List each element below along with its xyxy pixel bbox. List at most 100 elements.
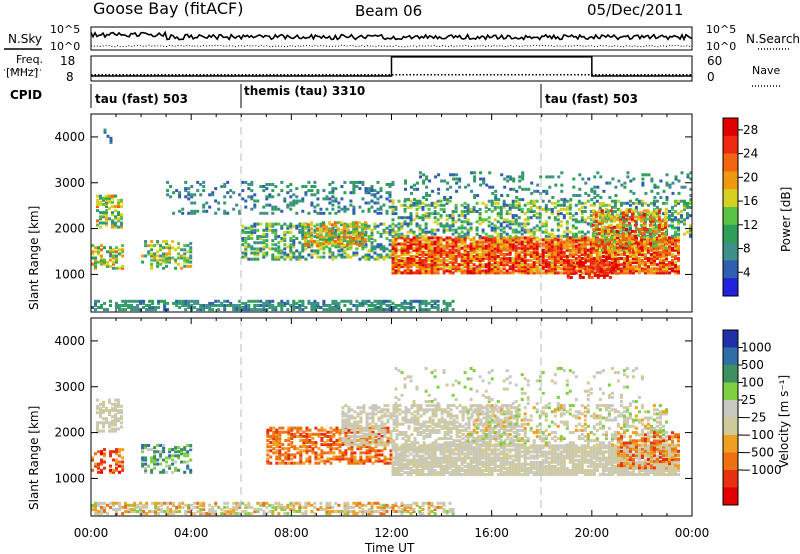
data-cell xyxy=(473,177,477,181)
data-cell xyxy=(508,234,512,238)
data-cell xyxy=(388,228,392,232)
data-cell xyxy=(553,236,557,240)
data-cell xyxy=(686,212,689,216)
data-cell xyxy=(689,198,693,202)
data-cell xyxy=(229,304,233,307)
data-cell xyxy=(250,299,254,303)
data-cell xyxy=(114,409,117,412)
data-cell xyxy=(262,185,266,188)
data-cell xyxy=(649,259,653,262)
data-cell xyxy=(412,306,416,309)
data-cell xyxy=(120,198,123,202)
data-cell xyxy=(523,236,527,240)
data-cell xyxy=(274,237,278,240)
data-cell xyxy=(235,508,239,511)
data-cell xyxy=(367,224,371,228)
data-cell xyxy=(630,213,634,217)
data-cell xyxy=(415,261,419,265)
data-cell xyxy=(367,226,371,230)
data-cell xyxy=(343,191,347,195)
data-cell xyxy=(668,265,671,269)
data-cell xyxy=(547,216,551,220)
data-cell xyxy=(159,444,163,447)
data-cell xyxy=(657,238,661,242)
data-cell xyxy=(606,242,610,246)
data-cell xyxy=(430,232,434,236)
data-cell xyxy=(511,261,515,265)
data-cell xyxy=(514,218,518,222)
data-cell xyxy=(439,263,443,267)
data-cell xyxy=(187,197,191,201)
data-cell xyxy=(478,263,482,267)
data-cell xyxy=(259,211,263,215)
data-cell xyxy=(388,304,392,307)
data-cell xyxy=(609,225,613,229)
data-cell xyxy=(686,216,689,220)
data-cell xyxy=(536,183,540,187)
data-cell xyxy=(301,199,305,203)
data-cell xyxy=(592,248,596,252)
data-cell xyxy=(646,267,650,271)
data-cell xyxy=(352,180,356,184)
data-cell xyxy=(94,262,97,266)
data-cell xyxy=(141,450,145,454)
data-cell xyxy=(247,501,251,505)
data-cell xyxy=(520,261,524,265)
data-cell xyxy=(316,189,320,193)
data-cell xyxy=(334,228,338,232)
data-cell xyxy=(259,235,263,238)
data-cell xyxy=(421,242,425,246)
data-cell xyxy=(265,512,269,516)
data-cell xyxy=(247,257,251,261)
data-cell xyxy=(445,218,449,222)
data-cell xyxy=(388,183,392,186)
data-cell xyxy=(433,248,437,252)
data-cell xyxy=(466,250,470,254)
colorbar-tick-label: 4 xyxy=(743,265,751,279)
data-cell xyxy=(590,263,594,267)
data-cell xyxy=(606,211,610,215)
data-cell xyxy=(184,512,188,516)
data-cell xyxy=(427,242,431,246)
data-cell xyxy=(652,201,656,205)
data-cell xyxy=(463,252,467,256)
data-cell xyxy=(625,267,629,271)
data-cell xyxy=(454,210,458,213)
data-cell xyxy=(428,194,432,197)
data-cell xyxy=(496,271,500,275)
data-cell xyxy=(169,185,173,188)
data-cell xyxy=(370,301,374,305)
data-cell xyxy=(476,194,480,197)
data-cell xyxy=(354,237,358,241)
data-cell xyxy=(505,261,509,265)
data-cell xyxy=(587,271,591,275)
data-cell xyxy=(316,191,320,195)
data-cell xyxy=(508,246,512,250)
data-cell xyxy=(283,235,287,238)
data-cell xyxy=(590,265,594,269)
data-cell xyxy=(475,269,479,273)
data-cell xyxy=(421,503,425,507)
data-cell xyxy=(172,503,176,507)
data-cell xyxy=(370,185,374,188)
data-cell xyxy=(508,238,512,242)
data-cell xyxy=(583,265,587,269)
data-cell xyxy=(364,253,368,257)
data-cell xyxy=(466,205,470,209)
data-cell xyxy=(181,211,185,215)
data-cell xyxy=(574,236,578,240)
data-cell xyxy=(235,308,239,312)
data-cell xyxy=(475,250,479,254)
y-tick-label: 4000 xyxy=(54,130,85,144)
data-cell xyxy=(289,222,293,226)
data-cell xyxy=(330,229,334,233)
data-cell xyxy=(493,207,497,211)
data-cell xyxy=(439,242,443,246)
data-cell xyxy=(532,267,536,271)
data-cell xyxy=(539,175,543,179)
data-cell xyxy=(454,269,458,273)
data-cell xyxy=(520,207,524,211)
data-cell xyxy=(316,508,320,511)
data-cell xyxy=(674,203,677,207)
freq-tick-bottom: 8 xyxy=(66,70,74,84)
